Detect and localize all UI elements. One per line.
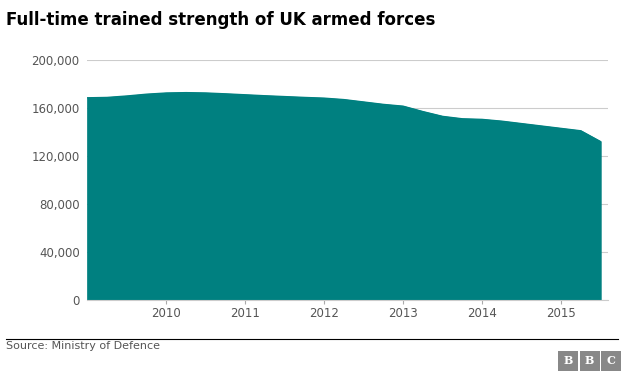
Text: C: C — [607, 356, 615, 366]
Text: Full-time trained strength of UK armed forces: Full-time trained strength of UK armed f… — [6, 11, 436, 29]
Text: B: B — [563, 356, 573, 366]
Text: B: B — [585, 356, 595, 366]
Text: Source: Ministry of Defence: Source: Ministry of Defence — [6, 341, 160, 351]
